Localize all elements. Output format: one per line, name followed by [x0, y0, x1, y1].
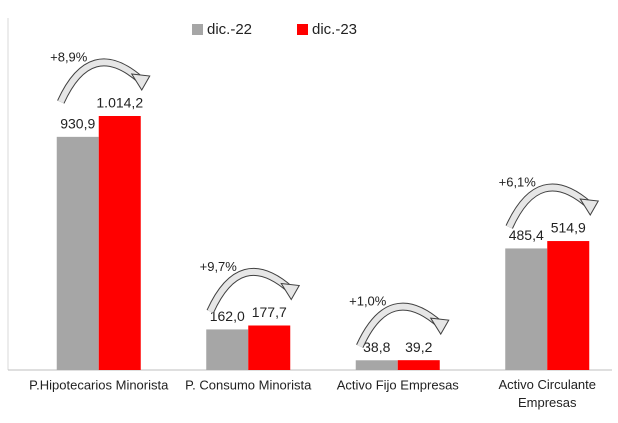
arrow-head: [130, 73, 151, 91]
bar: [547, 241, 590, 370]
value-label: 38,8: [363, 339, 390, 355]
arrow-body: [207, 269, 293, 313]
value-label: 1.014,2: [96, 95, 143, 111]
arrow-head: [429, 317, 450, 336]
legend-swatch: [192, 24, 203, 35]
value-label: 162,0: [210, 308, 245, 324]
value-label: 930,9: [60, 116, 95, 132]
bar: [248, 325, 291, 370]
bar: [397, 360, 440, 370]
bar: [505, 248, 548, 370]
annotation: +1,0%: [349, 294, 387, 309]
bar: [355, 360, 398, 370]
value-label: 514,9: [551, 220, 586, 236]
annotation: +8,9%: [50, 49, 88, 64]
x-tick-label: P.Hipotecarios Minorista: [29, 377, 169, 392]
arrow-body: [357, 303, 442, 348]
x-tick-label: P. Consumo Minorista: [185, 377, 312, 392]
x-tick-label: Activo Fijo Empresas: [337, 377, 460, 392]
legend-swatch: [297, 24, 308, 35]
arrow-head: [579, 198, 600, 217]
annotation: +6,1%: [499, 174, 537, 189]
bar: [98, 116, 141, 370]
arrow-head: [280, 282, 301, 301]
value-label: 177,7: [252, 304, 287, 320]
legend-label: dic.-23: [312, 21, 357, 38]
arrow-body: [58, 59, 143, 104]
annotation: +9,7%: [200, 259, 238, 274]
bar: [206, 329, 249, 370]
value-label: 39,2: [405, 339, 432, 355]
legend-label: dic.-22: [207, 21, 252, 38]
arrow-body: [506, 184, 592, 229]
bar: [56, 136, 99, 370]
x-tick-label: Activo Circulante Empresas: [498, 377, 596, 410]
value-label: 485,4: [509, 227, 544, 243]
